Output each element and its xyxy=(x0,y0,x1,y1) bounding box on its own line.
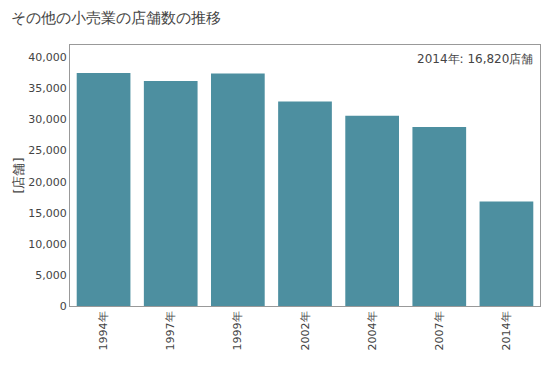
svg-text:40,000: 40,000 xyxy=(28,51,67,64)
svg-text:10,000: 10,000 xyxy=(28,238,67,251)
svg-text:1999年: 1999年 xyxy=(231,311,244,350)
svg-text:20,000: 20,000 xyxy=(28,176,67,189)
svg-text:2002年: 2002年 xyxy=(299,311,312,350)
svg-text:2014年: 16,820店舗: 2014年: 16,820店舗 xyxy=(417,52,533,66)
svg-text:0: 0 xyxy=(60,300,67,313)
svg-text:2004年: 2004年 xyxy=(366,311,379,350)
svg-text:30,000: 30,000 xyxy=(28,113,67,126)
svg-text:1994年: 1994年 xyxy=(97,311,110,350)
svg-text:1997年: 1997年 xyxy=(164,311,177,350)
svg-text:2014年: 2014年 xyxy=(500,311,513,350)
svg-text:5,000: 5,000 xyxy=(35,269,67,282)
svg-text:25,000: 25,000 xyxy=(28,144,67,157)
svg-text:[店舗]: [店舗] xyxy=(11,157,26,193)
svg-text:その他の小売業の店舗数の推移: その他の小売業の店舗数の推移 xyxy=(11,9,221,27)
svg-text:2007年: 2007年 xyxy=(433,311,446,350)
svg-text:35,000: 35,000 xyxy=(28,82,67,95)
svg-text:15,000: 15,000 xyxy=(28,207,67,220)
